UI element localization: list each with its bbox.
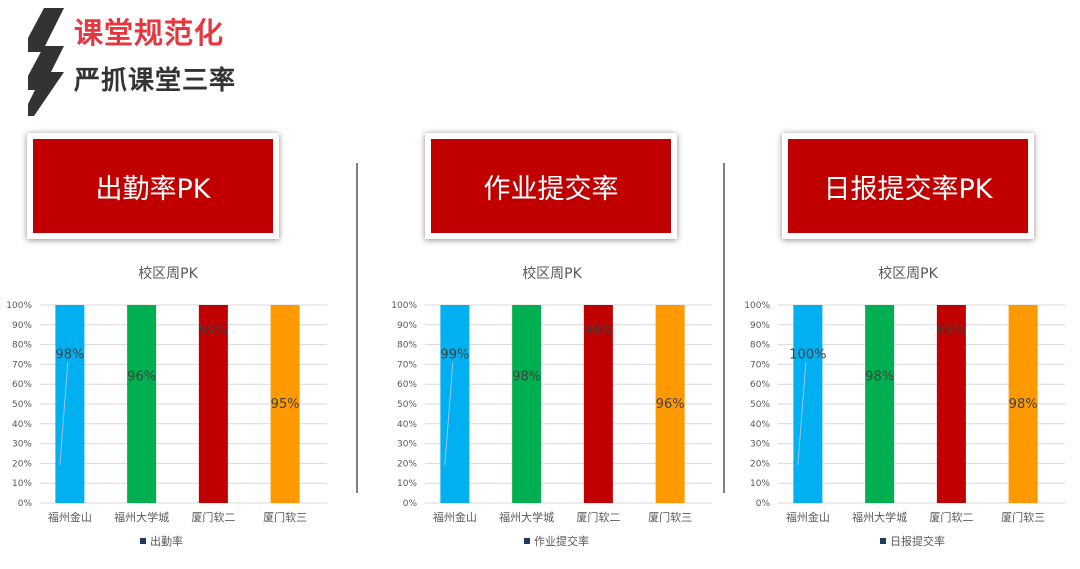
chart-0-ytick: 60% <box>12 380 32 390</box>
chart-2-ytick: 60% <box>750 380 770 390</box>
chart-0-data-label: 99% <box>199 324 228 339</box>
divider-2 <box>723 163 725 493</box>
chart-0-ytick: 0% <box>18 499 33 509</box>
chart-1-ytick: 40% <box>397 420 417 430</box>
chart-0-category-label: 厦门软三 <box>263 510 307 524</box>
chart-0-ytick: 10% <box>12 479 32 489</box>
chart-2-leader-line <box>797 361 807 466</box>
banner-homework: 作业提交率 <box>425 133 677 239</box>
chart-2-category-label: 福州大学城 <box>852 510 907 524</box>
chart-1-data-label: 99% <box>440 348 469 363</box>
slash-logo-icon <box>28 8 64 116</box>
chart-0-category-label: 厦门软二 <box>191 510 235 524</box>
chart-2-data-label: 98% <box>1009 397 1038 412</box>
divider-1 <box>356 163 358 493</box>
chart-1-data-label: 98% <box>512 369 541 384</box>
chart-1-category-label: 厦门软二 <box>576 510 620 524</box>
chart-1-legend-label: 作业提交率 <box>534 534 589 548</box>
chart-1-category-label: 福州大学城 <box>499 510 554 524</box>
chart-1-data-label: 98% <box>584 324 613 339</box>
chart-1-ytick: 20% <box>397 459 417 469</box>
chart-1-title: 校区周PK <box>522 265 582 282</box>
chart-1-legend-marker <box>524 538 530 544</box>
chart-0-ytick: 90% <box>12 321 32 331</box>
chart-0-ytick: 80% <box>12 341 32 351</box>
chart-0-leader-line <box>59 361 69 466</box>
chart-2-title: 校区周PK <box>878 265 938 282</box>
chart-2-bar <box>793 305 823 503</box>
banner-attendance-label: 出勤率PK <box>33 139 273 233</box>
chart-2-category-label: 厦门软二 <box>929 510 973 524</box>
chart-0-data-label: 96% <box>127 369 156 384</box>
chart-2-legend-label: 日报提交率 <box>890 534 945 548</box>
chart-0-ytick: 30% <box>12 440 32 450</box>
chart-0-bar <box>270 305 300 503</box>
chart-1-bar <box>583 305 613 503</box>
chart-0-legend-label: 出勤率 <box>150 534 183 548</box>
chart-0-data-label: 95% <box>271 397 300 412</box>
chart-0-bar <box>127 305 157 503</box>
chart-2-bar <box>865 305 895 503</box>
chart-2-bar <box>1008 305 1038 503</box>
chart-1-ytick: 90% <box>397 321 417 331</box>
chart-1-data-label: 96% <box>656 397 685 412</box>
page-subtitle: 严抓课堂三率 <box>74 66 237 96</box>
chart-0-ytick: 20% <box>12 459 32 469</box>
chart-2-ytick: 10% <box>750 479 770 489</box>
chart-2-ytick: 40% <box>750 420 770 430</box>
chart-2-ytick: 70% <box>750 360 770 370</box>
chart-2-ytick: 100% <box>744 301 770 311</box>
chart-1-ytick: 30% <box>397 440 417 450</box>
chart-2-ytick: 50% <box>750 400 770 410</box>
chart-2-data-label: 100% <box>789 348 826 363</box>
chart-1-ytick: 0% <box>403 499 418 509</box>
chart-0-data-label: 98% <box>55 348 84 363</box>
chart-0-category-label: 福州金山 <box>48 510 92 524</box>
chart-2-ytick: 80% <box>750 341 770 351</box>
chart-1-leader-line <box>444 361 454 466</box>
chart-0-ytick: 70% <box>12 360 32 370</box>
chart-1-bar <box>512 305 542 503</box>
chart-2-ytick: 90% <box>750 321 770 331</box>
chart-0-category-label: 福州大学城 <box>114 510 169 524</box>
chart-2-ytick: 20% <box>750 459 770 469</box>
chart-2-bar <box>936 305 966 503</box>
chart-1-ytick: 10% <box>397 479 417 489</box>
page-title: 课堂规范化 <box>74 16 225 50</box>
chart-1-bar <box>440 305 470 503</box>
chart-1-category-label: 福州金山 <box>433 510 477 524</box>
banner-attendance: 出勤率PK <box>27 133 279 239</box>
chart-2-data-label: 99% <box>937 324 966 339</box>
chart-0-title: 校区周PK <box>138 265 198 282</box>
chart-1-category-label: 厦门软三 <box>648 510 692 524</box>
chart-1-ytick: 70% <box>397 360 417 370</box>
chart-0-legend-marker <box>140 538 146 544</box>
chart-2-legend-marker <box>880 538 886 544</box>
chart-2-category-label: 福州金山 <box>786 510 830 524</box>
chart-0-bar <box>55 305 85 503</box>
chart-1-ytick: 60% <box>397 380 417 390</box>
chart-0-ytick: 100% <box>6 301 32 311</box>
chart-1-ytick: 100% <box>391 301 417 311</box>
chart-1-ytick: 50% <box>397 400 417 410</box>
chart-0-bar <box>198 305 228 503</box>
chart-0-ytick: 40% <box>12 420 32 430</box>
chart-2-ytick: 30% <box>750 440 770 450</box>
chart-2-category-label: 厦门软三 <box>1001 510 1045 524</box>
chart-0-ytick: 50% <box>12 400 32 410</box>
banner-homework-label: 作业提交率 <box>431 139 671 233</box>
chart-1-ytick: 80% <box>397 341 417 351</box>
chart-2-ytick: 0% <box>756 499 771 509</box>
chart-2-data-label: 98% <box>865 369 894 384</box>
banner-daily-report-label: 日报提交率PK <box>788 139 1028 233</box>
banner-daily-report: 日报提交率PK <box>782 133 1034 239</box>
chart-1-bar <box>655 305 685 503</box>
